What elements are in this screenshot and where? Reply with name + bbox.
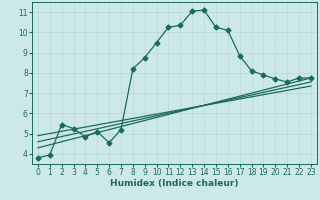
- X-axis label: Humidex (Indice chaleur): Humidex (Indice chaleur): [110, 179, 239, 188]
